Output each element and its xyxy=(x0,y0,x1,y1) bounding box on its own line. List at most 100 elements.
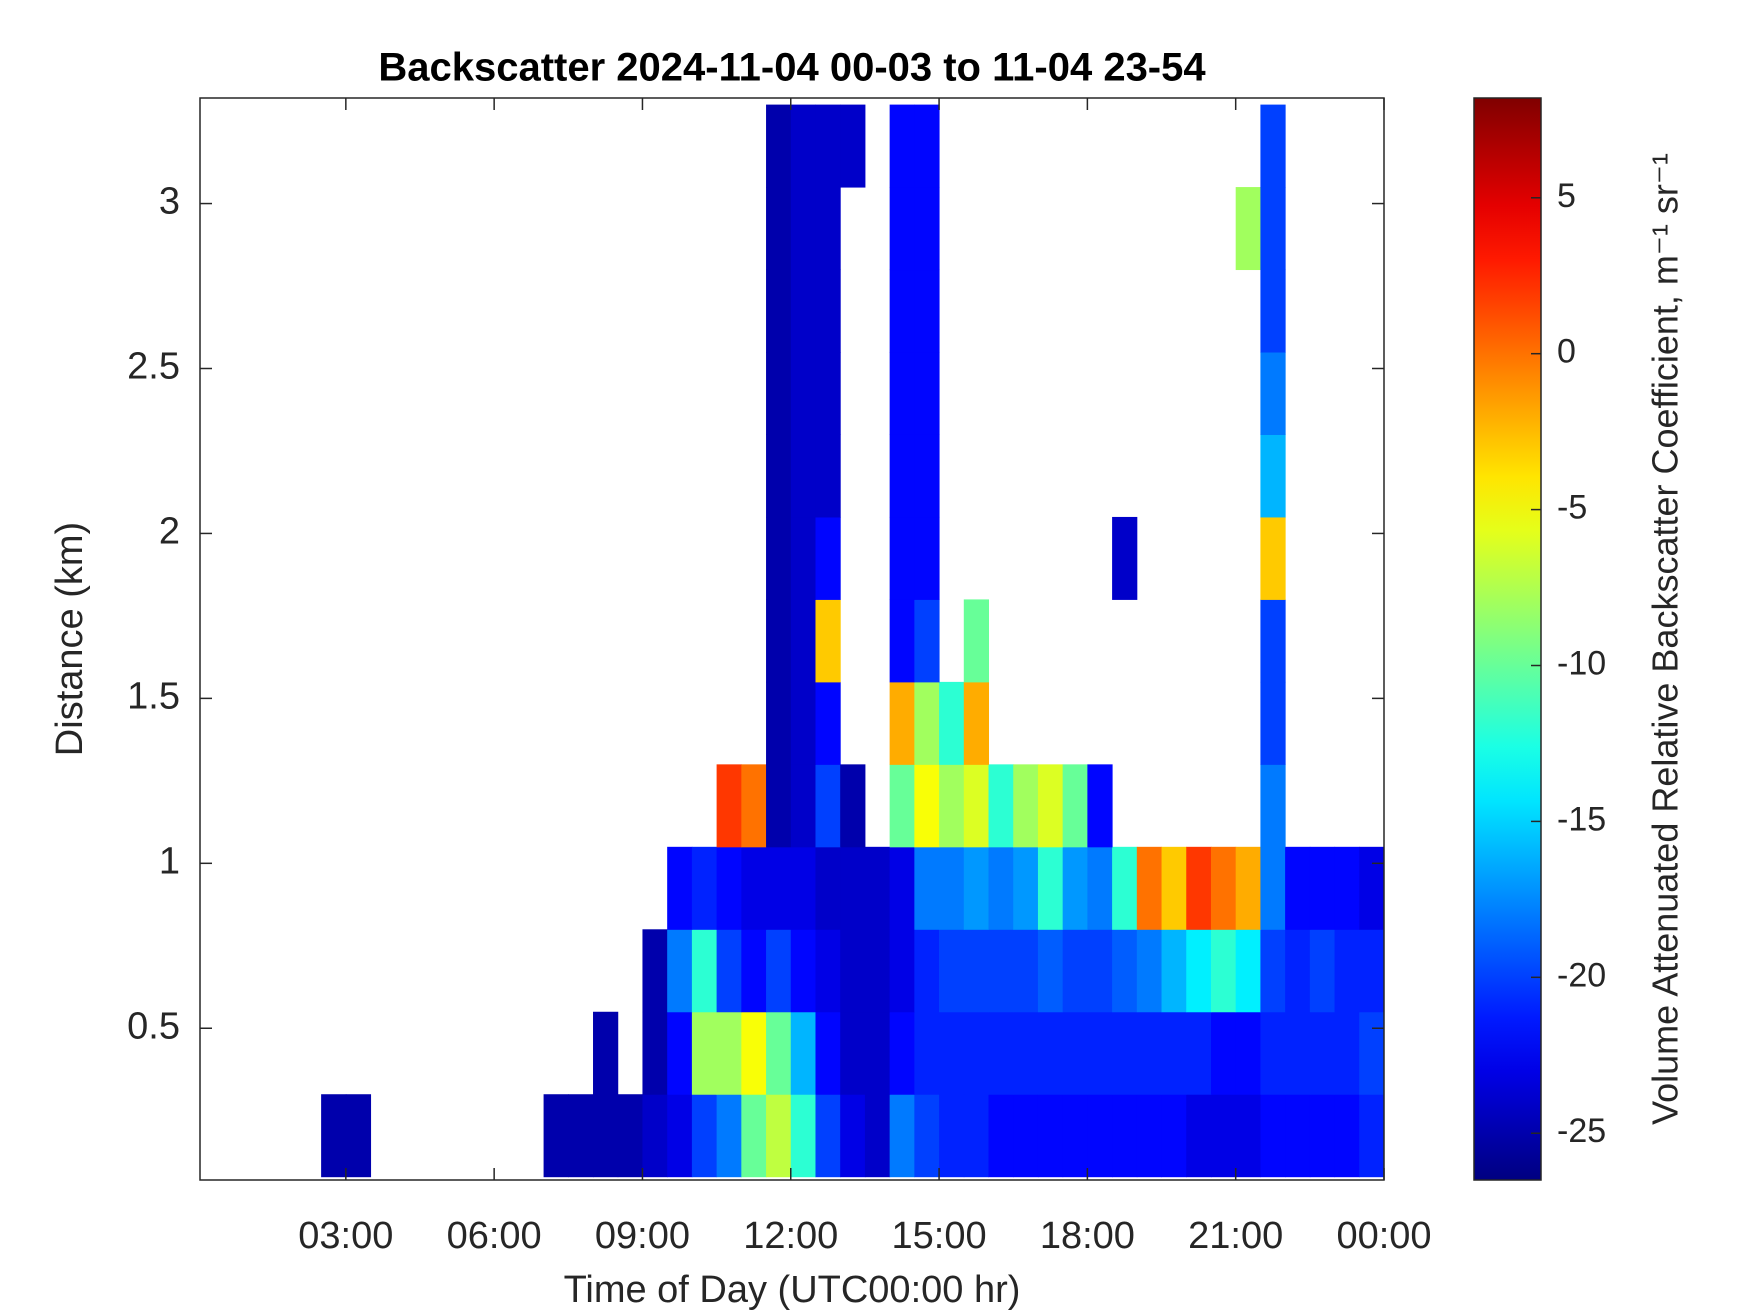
heatmap-cell xyxy=(667,1094,693,1178)
heatmap-cell xyxy=(840,929,866,1013)
heatmap-cell xyxy=(889,681,915,765)
heatmap-cell xyxy=(864,929,891,1013)
heatmap-cell xyxy=(1260,846,1286,930)
heatmap-cell xyxy=(766,104,792,188)
heatmap-cell xyxy=(790,681,816,765)
heatmap-cell xyxy=(1285,1094,1311,1178)
heatmap-cell xyxy=(1136,1011,1163,1095)
heatmap-cell xyxy=(691,1094,718,1178)
heatmap-cell xyxy=(1136,929,1163,1013)
heatmap-cell xyxy=(1260,681,1286,765)
heatmap-cell xyxy=(790,846,816,930)
heatmap-cell xyxy=(716,929,742,1013)
heatmap-cell xyxy=(1260,1094,1286,1178)
heatmap-cell xyxy=(1112,929,1138,1013)
heatmap-cell xyxy=(840,1011,866,1095)
heatmap-cell xyxy=(766,352,792,435)
heatmap-cell xyxy=(1013,764,1039,848)
heatmap-cell xyxy=(988,846,1014,930)
heatmap-cell xyxy=(1309,929,1336,1013)
heatmap-cell xyxy=(543,1094,569,1178)
y-tick-label: 1 xyxy=(159,840,180,882)
heatmap-cell xyxy=(963,929,990,1013)
heatmap-cell xyxy=(766,187,792,271)
heatmap-cell xyxy=(963,764,990,848)
y-axis-label: Distance (km) xyxy=(49,522,91,756)
colorbar-label: Volume Attenuated Relative Backscatter C… xyxy=(1645,153,1686,1125)
heatmap-cell xyxy=(741,764,767,848)
heatmap-cell xyxy=(568,1094,594,1178)
heatmap-cell xyxy=(1037,846,1064,930)
heatmap-cell xyxy=(889,269,915,353)
heatmap-cell xyxy=(741,929,767,1013)
heatmap-cell xyxy=(815,1094,841,1178)
heatmap-cell xyxy=(1037,929,1064,1013)
heatmap-cell xyxy=(716,846,742,930)
heatmap-cell xyxy=(1186,1094,1212,1178)
heatmap-cell xyxy=(864,1094,891,1178)
colorbar-tick-label: 0 xyxy=(1557,333,1576,371)
colorbar-tick-label: -20 xyxy=(1557,956,1606,994)
colorbar-tick-label: 5 xyxy=(1557,177,1576,215)
heatmap-cell xyxy=(889,929,915,1013)
heatmap-cell xyxy=(1062,846,1088,930)
x-tick-label: 18:00 xyxy=(1040,1215,1135,1257)
heatmap-cell xyxy=(914,1011,940,1095)
heatmap-cell xyxy=(815,434,841,518)
heatmap-cell xyxy=(988,929,1014,1013)
heatmap-cell xyxy=(914,599,940,683)
heatmap-cell xyxy=(766,929,792,1013)
heatmap-cell xyxy=(1112,1094,1138,1178)
heatmap-cell xyxy=(790,599,816,683)
heatmap-cell xyxy=(939,681,965,765)
heatmap-cell xyxy=(1285,846,1311,930)
heatmap-cell xyxy=(1161,1011,1187,1095)
heatmap-cell xyxy=(889,516,915,600)
heatmap-cell xyxy=(716,764,742,848)
heatmap-cell xyxy=(1013,1011,1039,1095)
heatmap-cell xyxy=(321,1094,347,1178)
heatmap-cell xyxy=(1285,929,1311,1013)
x-tick-label: 03:00 xyxy=(298,1215,393,1257)
heatmap-cell xyxy=(1013,1094,1039,1178)
heatmap-cell xyxy=(766,1011,792,1095)
heatmap-cell xyxy=(889,104,915,188)
heatmap-cell xyxy=(914,1094,940,1178)
heatmap-cell xyxy=(815,187,841,271)
heatmap-cell xyxy=(815,104,841,188)
heatmap-cell xyxy=(1112,516,1138,600)
heatmap-cell xyxy=(840,1094,866,1178)
x-tick-label: 06:00 xyxy=(447,1215,542,1257)
x-tick-label: 00:00 xyxy=(1336,1215,1431,1257)
heatmap-cell xyxy=(1013,929,1039,1013)
heatmap-cell xyxy=(667,1011,693,1095)
heatmap-cell xyxy=(815,1011,841,1095)
heatmap-cell xyxy=(1334,929,1360,1013)
x-tick-label: 09:00 xyxy=(595,1215,690,1257)
heatmap-cell xyxy=(1260,1011,1286,1095)
heatmap-cell xyxy=(889,434,915,518)
x-axis-label: Time of Day (UTC00:00 hr) xyxy=(564,1269,1021,1311)
heatmap-cell xyxy=(939,1094,965,1178)
colorbar-tick-label: -25 xyxy=(1557,1112,1606,1150)
heatmap-cell xyxy=(1087,846,1113,930)
heatmap-cell xyxy=(963,599,990,683)
heatmap-cell xyxy=(345,1094,372,1178)
x-tick-label: 15:00 xyxy=(892,1215,987,1257)
heatmap-cell xyxy=(1161,929,1187,1013)
heatmap-cell xyxy=(889,846,915,930)
heatmap-cell xyxy=(1285,1011,1311,1095)
heatmap-cell xyxy=(815,269,841,353)
heatmap-cell xyxy=(790,1094,816,1178)
colorbar-tick-label: -15 xyxy=(1557,800,1606,838)
heatmap-cell xyxy=(790,434,816,518)
heatmap-cell xyxy=(790,352,816,435)
heatmap-cell xyxy=(988,1094,1014,1178)
heatmap-cell xyxy=(939,846,965,930)
heatmap-cell xyxy=(1136,1094,1163,1178)
heatmap-cell xyxy=(1359,1094,1384,1178)
heatmap-cell xyxy=(766,681,792,765)
chart-title: Backscatter 2024-11-04 00-03 to 11-04 23… xyxy=(378,46,1206,90)
heatmap xyxy=(321,104,1384,1178)
